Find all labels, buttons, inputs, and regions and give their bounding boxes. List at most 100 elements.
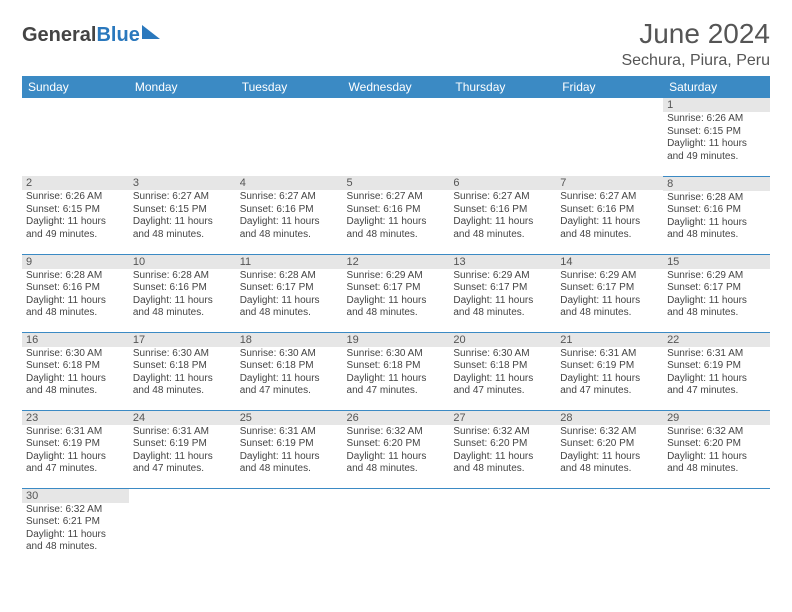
sunrise-text: Sunrise: 6:29 AM	[560, 270, 659, 283]
calendar-header-row: Sunday Monday Tuesday Wednesday Thursday…	[22, 76, 770, 98]
calendar-cell: 30Sunrise: 6:32 AMSunset: 6:21 PMDayligh…	[22, 488, 129, 566]
cell-details: Sunrise: 6:30 AMSunset: 6:18 PMDaylight:…	[129, 348, 236, 401]
cell-details: Sunrise: 6:27 AMSunset: 6:15 PMDaylight:…	[129, 191, 236, 244]
weekday-header: Thursday	[449, 76, 556, 98]
cell-details: Sunrise: 6:30 AMSunset: 6:18 PMDaylight:…	[343, 348, 450, 401]
sunrise-text: Sunrise: 6:32 AM	[560, 426, 659, 439]
daylight-line2: and 48 minutes.	[667, 307, 766, 320]
cell-details: Sunrise: 6:30 AMSunset: 6:18 PMDaylight:…	[22, 348, 129, 401]
daylight-line1: Daylight: 11 hours	[240, 451, 339, 464]
sunset-text: Sunset: 6:17 PM	[560, 282, 659, 295]
daylight-line1: Daylight: 11 hours	[133, 451, 232, 464]
calendar-cell	[343, 98, 450, 176]
day-number: 24	[129, 411, 236, 425]
daylight-line2: and 48 minutes.	[347, 307, 446, 320]
calendar-week-row: 2Sunrise: 6:26 AMSunset: 6:15 PMDaylight…	[22, 176, 770, 254]
calendar-cell: 7Sunrise: 6:27 AMSunset: 6:16 PMDaylight…	[556, 176, 663, 254]
calendar-cell: 12Sunrise: 6:29 AMSunset: 6:17 PMDayligh…	[343, 254, 450, 332]
day-number: 11	[236, 255, 343, 269]
sunset-text: Sunset: 6:18 PM	[347, 360, 446, 373]
cell-details: Sunrise: 6:31 AMSunset: 6:19 PMDaylight:…	[22, 426, 129, 479]
sunset-text: Sunset: 6:16 PM	[347, 204, 446, 217]
calendar-cell: 5Sunrise: 6:27 AMSunset: 6:16 PMDaylight…	[343, 176, 450, 254]
calendar-cell	[663, 488, 770, 566]
calendar-cell: 6Sunrise: 6:27 AMSunset: 6:16 PMDaylight…	[449, 176, 556, 254]
cell-details: Sunrise: 6:27 AMSunset: 6:16 PMDaylight:…	[449, 191, 556, 244]
day-number: 3	[129, 176, 236, 190]
calendar-cell	[343, 488, 450, 566]
sunrise-text: Sunrise: 6:32 AM	[667, 426, 766, 439]
sunset-text: Sunset: 6:15 PM	[133, 204, 232, 217]
calendar-week-row: 16Sunrise: 6:30 AMSunset: 6:18 PMDayligh…	[22, 332, 770, 410]
day-number: 15	[663, 255, 770, 269]
calendar-cell: 27Sunrise: 6:32 AMSunset: 6:20 PMDayligh…	[449, 410, 556, 488]
calendar-cell: 21Sunrise: 6:31 AMSunset: 6:19 PMDayligh…	[556, 332, 663, 410]
calendar-week-row: 23Sunrise: 6:31 AMSunset: 6:19 PMDayligh…	[22, 410, 770, 488]
sunrise-text: Sunrise: 6:27 AM	[240, 191, 339, 204]
sunset-text: Sunset: 6:20 PM	[453, 438, 552, 451]
daylight-line1: Daylight: 11 hours	[26, 451, 125, 464]
calendar-cell	[129, 488, 236, 566]
day-number: 16	[22, 333, 129, 347]
day-number: 22	[663, 333, 770, 347]
daylight-line2: and 47 minutes.	[347, 385, 446, 398]
sunset-text: Sunset: 6:16 PM	[667, 204, 766, 217]
sunrise-text: Sunrise: 6:31 AM	[240, 426, 339, 439]
day-number: 9	[22, 255, 129, 269]
calendar-cell: 11Sunrise: 6:28 AMSunset: 6:17 PMDayligh…	[236, 254, 343, 332]
daylight-line2: and 48 minutes.	[26, 307, 125, 320]
daylight-line2: and 48 minutes.	[347, 229, 446, 242]
cell-details: Sunrise: 6:26 AMSunset: 6:15 PMDaylight:…	[22, 191, 129, 244]
daylight-line1: Daylight: 11 hours	[453, 216, 552, 229]
cell-details: Sunrise: 6:26 AMSunset: 6:15 PMDaylight:…	[663, 113, 770, 166]
cell-details: Sunrise: 6:30 AMSunset: 6:18 PMDaylight:…	[449, 348, 556, 401]
sunrise-text: Sunrise: 6:30 AM	[240, 348, 339, 361]
day-number: 8	[663, 177, 770, 191]
brand-part1: General	[22, 24, 96, 47]
daylight-line2: and 48 minutes.	[560, 229, 659, 242]
daylight-line1: Daylight: 11 hours	[453, 373, 552, 386]
cell-details: Sunrise: 6:27 AMSunset: 6:16 PMDaylight:…	[343, 191, 450, 244]
cell-details: Sunrise: 6:32 AMSunset: 6:21 PMDaylight:…	[22, 504, 129, 557]
day-number: 26	[343, 411, 450, 425]
daylight-line1: Daylight: 11 hours	[240, 373, 339, 386]
cell-details: Sunrise: 6:31 AMSunset: 6:19 PMDaylight:…	[236, 426, 343, 479]
calendar-cell	[236, 488, 343, 566]
daylight-line1: Daylight: 11 hours	[347, 451, 446, 464]
calendar-week-row: 1Sunrise: 6:26 AMSunset: 6:15 PMDaylight…	[22, 98, 770, 176]
calendar-cell: 22Sunrise: 6:31 AMSunset: 6:19 PMDayligh…	[663, 332, 770, 410]
sunset-text: Sunset: 6:17 PM	[667, 282, 766, 295]
sunrise-text: Sunrise: 6:26 AM	[667, 113, 766, 126]
sunset-text: Sunset: 6:20 PM	[667, 438, 766, 451]
calendar-cell: 23Sunrise: 6:31 AMSunset: 6:19 PMDayligh…	[22, 410, 129, 488]
daylight-line1: Daylight: 11 hours	[240, 295, 339, 308]
day-number: 2	[22, 176, 129, 190]
daylight-line2: and 48 minutes.	[133, 229, 232, 242]
daylight-line2: and 47 minutes.	[667, 385, 766, 398]
sunrise-text: Sunrise: 6:28 AM	[240, 270, 339, 283]
sunrise-text: Sunrise: 6:29 AM	[347, 270, 446, 283]
sunset-text: Sunset: 6:19 PM	[667, 360, 766, 373]
daylight-line2: and 48 minutes.	[240, 463, 339, 476]
title-block: June 2024 Sechura, Piura, Peru	[621, 18, 770, 70]
sunset-text: Sunset: 6:17 PM	[453, 282, 552, 295]
calendar-cell: 8Sunrise: 6:28 AMSunset: 6:16 PMDaylight…	[663, 176, 770, 254]
daylight-line2: and 48 minutes.	[453, 229, 552, 242]
daylight-line2: and 48 minutes.	[133, 385, 232, 398]
cell-details: Sunrise: 6:28 AMSunset: 6:16 PMDaylight:…	[22, 270, 129, 323]
sunset-text: Sunset: 6:17 PM	[240, 282, 339, 295]
cell-details: Sunrise: 6:30 AMSunset: 6:18 PMDaylight:…	[236, 348, 343, 401]
page-title: June 2024	[621, 18, 770, 50]
daylight-line1: Daylight: 11 hours	[453, 451, 552, 464]
daylight-line1: Daylight: 11 hours	[26, 373, 125, 386]
cell-details: Sunrise: 6:29 AMSunset: 6:17 PMDaylight:…	[663, 270, 770, 323]
page-header: GeneralBlue June 2024 Sechura, Piura, Pe…	[22, 18, 770, 70]
daylight-line2: and 48 minutes.	[240, 229, 339, 242]
day-number: 5	[343, 176, 450, 190]
daylight-line2: and 48 minutes.	[133, 307, 232, 320]
cell-details: Sunrise: 6:29 AMSunset: 6:17 PMDaylight:…	[343, 270, 450, 323]
day-number: 17	[129, 333, 236, 347]
sunset-text: Sunset: 6:20 PM	[347, 438, 446, 451]
calendar-cell	[449, 98, 556, 176]
calendar-cell: 2Sunrise: 6:26 AMSunset: 6:15 PMDaylight…	[22, 176, 129, 254]
